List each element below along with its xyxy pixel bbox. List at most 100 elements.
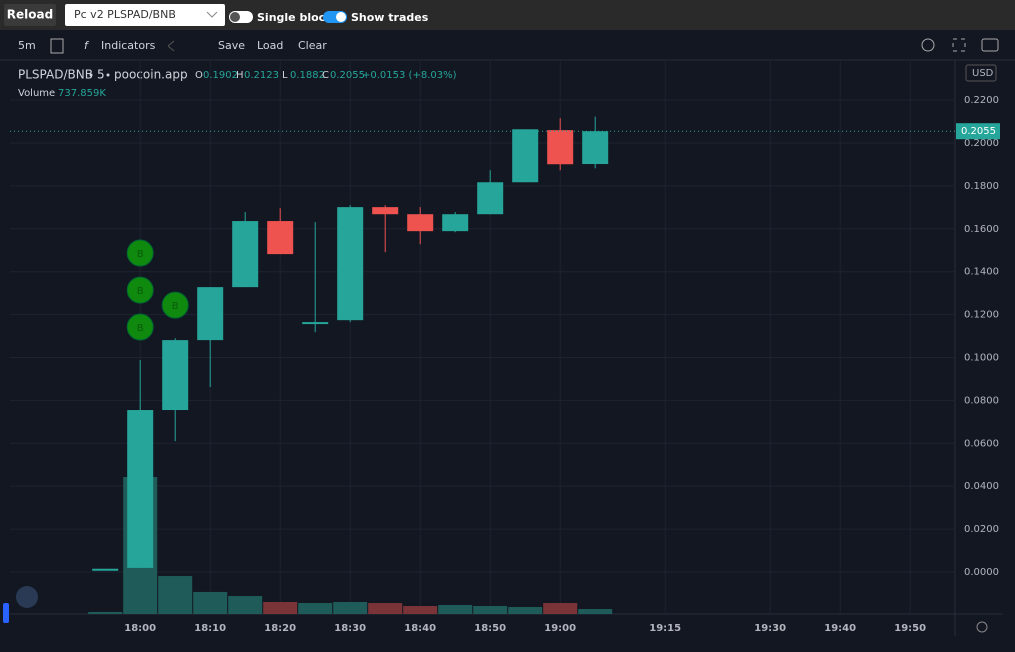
interval-button[interactable]: 5m: [18, 39, 36, 52]
candle-body: [337, 207, 364, 321]
x-tick-label: 18:10: [194, 623, 226, 634]
ohlc-value: 0.1902: [203, 70, 238, 81]
single-blocks-label[interactable]: Single blocks: [257, 11, 339, 24]
candle-icon[interactable]: [50, 38, 64, 54]
trade-marker: [126, 276, 154, 304]
candle-body: [162, 340, 189, 411]
volume-value: 737.859K: [58, 88, 106, 99]
axis-settings[interactable]: [976, 621, 988, 633]
y-tick-label: 0.0000: [964, 567, 999, 578]
volume-bar: [543, 603, 578, 614]
x-tick-label: 18:20: [264, 623, 296, 634]
clear-button[interactable]: Clear: [298, 39, 327, 52]
y-tick-label: 0.0800: [964, 395, 999, 406]
source: poocoin.app: [114, 68, 188, 82]
volume-title: Volume: [18, 88, 55, 99]
volume-bar: [473, 605, 508, 614]
candle-body: [232, 221, 259, 288]
trade-label: B: [137, 249, 144, 260]
candle-body: [267, 221, 294, 255]
volume-bar: [368, 603, 403, 614]
trade-marker: [126, 313, 154, 341]
volume-bar: [158, 576, 193, 614]
last-price-tag: [956, 123, 1000, 140]
candle-body: [92, 568, 119, 571]
volume-bar: [333, 601, 368, 614]
toggle-knob: [336, 12, 346, 22]
volume-bar: [88, 611, 123, 614]
logo-button[interactable]: [16, 586, 38, 608]
currency-button[interactable]: [965, 64, 997, 82]
ohlc-letter: C: [322, 70, 329, 81]
x-tick-label: 18:40: [404, 623, 436, 634]
settings-icon[interactable]: [921, 38, 935, 52]
y-tick-label: 0.1000: [964, 352, 999, 363]
volume-bar: [298, 603, 333, 614]
candle-body: [372, 207, 399, 215]
ohlc-letter: H: [236, 70, 244, 81]
fullscreen-icon[interactable]: [952, 38, 966, 52]
x-tick-label: 19:40: [824, 623, 856, 634]
x-tick-label: 18:00: [124, 623, 156, 634]
volume-bar: [403, 605, 438, 614]
currency-label[interactable]: USD: [972, 68, 994, 79]
volume-bar: [228, 596, 263, 614]
reload-button[interactable]: [4, 4, 56, 26]
save-button[interactable]: Save: [218, 39, 245, 52]
y-tick-label: 0.2000: [964, 138, 999, 149]
candle-body: [442, 214, 469, 232]
candle-body: [512, 129, 539, 183]
y-tick-label: 0.1200: [964, 310, 999, 321]
ohlc-letter: O: [195, 70, 203, 81]
undo-icon[interactable]: [167, 40, 175, 52]
x-tick-label: 19:00: [544, 623, 576, 634]
legend-header: PLSPAD/BNB 5 poocoin.app Volume 737.859K: [18, 68, 188, 100]
trade-label: B: [172, 301, 179, 312]
reload-label[interactable]: Reload: [7, 8, 53, 22]
y-tick-label: 0.0200: [964, 524, 999, 535]
pair-select-label[interactable]: Pc v2 PLSPAD/BNB: [74, 8, 176, 21]
separator: [89, 73, 93, 77]
change-value: +0.0153 (+8.03%): [362, 70, 457, 81]
fx-icon: f: [84, 39, 90, 52]
indicators-button[interactable]: Indicators: [101, 39, 156, 52]
last-price-label: 0.2055: [961, 126, 996, 137]
x-tick-label: 19:30: [754, 623, 786, 634]
candle-body: [407, 214, 434, 232]
y-tick-label: 0.1400: [964, 267, 999, 278]
x-tick-label: 18:50: [474, 623, 506, 634]
candle-body: [582, 131, 609, 165]
trade-marker: [126, 239, 154, 267]
candle-body: [302, 322, 329, 325]
candle-body: [477, 182, 504, 215]
volume-bar: [508, 607, 543, 614]
screenshot-icon[interactable]: [981, 38, 999, 52]
side-handle[interactable]: [3, 603, 9, 623]
candle-body: [547, 130, 574, 165]
y-tick-label: 0.1600: [964, 224, 999, 235]
x-tick-label: 19:50: [894, 623, 926, 634]
y-tick-label: 0.1800: [964, 181, 999, 192]
symbol: PLSPAD/BNB: [18, 68, 93, 82]
show-trades-label[interactable]: Show trades: [351, 11, 429, 24]
interval: 5: [97, 68, 105, 82]
separator: [106, 73, 110, 77]
volume-bar: [263, 601, 298, 614]
trade-marker: [161, 291, 189, 319]
y-tick-label: 0.0400: [964, 481, 999, 492]
volume-bar: [578, 608, 613, 614]
pair-select[interactable]: [65, 4, 225, 26]
toggle-knob: [230, 12, 240, 22]
load-button[interactable]: Load: [257, 39, 283, 52]
x-tick-label: 18:30: [334, 623, 366, 634]
ohlc-value: 0.1882: [290, 70, 325, 81]
trade-label: B: [137, 323, 144, 334]
ohlc-letter: L: [282, 70, 288, 81]
y-tick-label: 0.0600: [964, 438, 999, 449]
candle-body: [127, 410, 154, 568]
ohlc-value: 0.2123: [244, 70, 279, 81]
select-arrow: [206, 11, 218, 18]
y-tick-label: 0.2200: [964, 95, 999, 106]
x-tick-label: 19:15: [649, 623, 681, 634]
